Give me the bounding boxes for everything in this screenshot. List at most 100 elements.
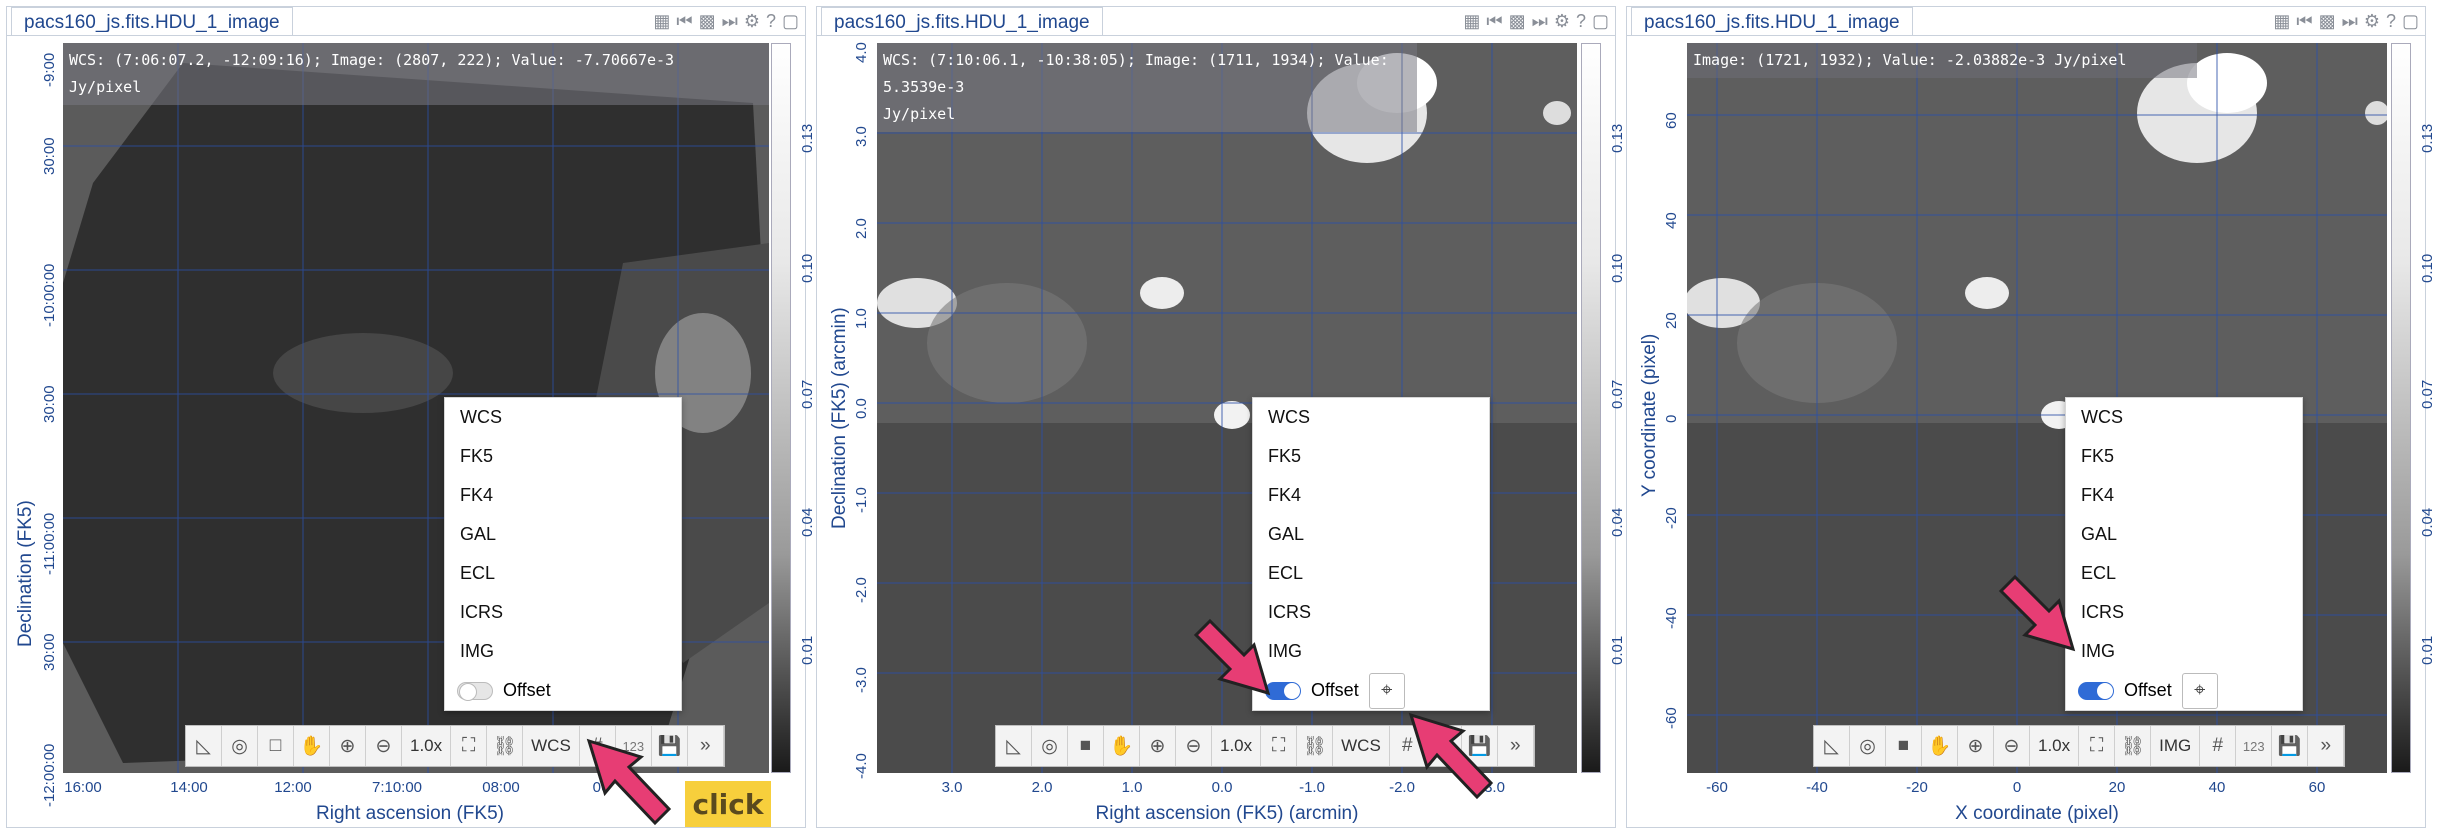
crosshair-icon[interactable]: ⌖	[1368, 672, 1405, 709]
grid-layout-icon[interactable]: ▦	[653, 10, 671, 31]
menu-item-fk5[interactable]: FK5	[1268, 446, 1302, 466]
menu-item-img[interactable]: IMG	[1268, 641, 1302, 661]
menu-item-fk5[interactable]: FK5	[460, 446, 494, 466]
gear-icon[interactable]: ⚙	[743, 10, 760, 31]
fit-icon[interactable]: ⛶	[2079, 726, 2116, 766]
gear-icon[interactable]: ⚙	[2363, 10, 2380, 31]
pan-hand-icon[interactable]: ✋	[294, 726, 330, 766]
coord-system-button[interactable]: IMG	[2151, 726, 2201, 766]
link-icon[interactable]: ⛓	[2115, 726, 2152, 766]
menu-item-ecl[interactable]: ECL	[460, 563, 496, 583]
menu-item-icrs[interactable]: ICRS	[460, 602, 504, 622]
x-tick: -2.0	[1389, 779, 1415, 796]
menu-item-gal[interactable]: GAL	[460, 524, 497, 544]
target-icon[interactable]: ◎	[1032, 726, 1068, 766]
panel-tab[interactable]: pacs160_js.fits.HDU_1_image	[1631, 7, 1913, 36]
pixel-value-button[interactable]: 123	[616, 726, 652, 766]
more-icon[interactable]: »	[1498, 726, 1534, 766]
colorbar-tick: 0.04	[2419, 507, 2436, 537]
stop-icon[interactable]: ■	[1886, 726, 1922, 766]
measure-icon[interactable]: ◺	[186, 726, 222, 766]
tiles-icon[interactable]: ▩	[698, 10, 716, 31]
panel-tab[interactable]: pacs160_js.fits.HDU_1_image	[821, 7, 1103, 36]
pan-hand-icon[interactable]: ✋	[1922, 726, 1958, 766]
zoom-level[interactable]: 1.0x	[2030, 726, 2080, 766]
y-tick: 30:00	[41, 385, 58, 423]
last-icon[interactable]: ⏭	[1531, 10, 1548, 31]
stop-icon[interactable]: ■	[1068, 726, 1104, 766]
offset-row: Offset	[445, 671, 681, 710]
menu-item-fk4[interactable]: FK4	[1268, 485, 1302, 505]
save-icon[interactable]: 💾	[1462, 726, 1498, 766]
last-icon[interactable]: ⏭	[2341, 10, 2358, 31]
zoom-in-icon[interactable]: ⊕	[330, 726, 366, 766]
menu-item-fk4[interactable]: FK4	[460, 485, 494, 505]
colorbar-tick: 0.07	[799, 379, 816, 409]
x-tick: 14:00	[170, 779, 208, 796]
coord-system-button[interactable]: WCS	[1333, 726, 1390, 766]
measure-icon[interactable]: ◺	[996, 726, 1032, 766]
last-icon[interactable]: ⏭	[721, 10, 738, 31]
crosshair-icon[interactable]: ⌖	[2181, 672, 2218, 709]
gear-icon[interactable]: ⚙	[1553, 10, 1570, 31]
colorbar-tick: 0.01	[2419, 635, 2436, 665]
tiles-icon[interactable]: ▩	[1508, 10, 1526, 31]
menu-item-gal[interactable]: GAL	[2081, 524, 2118, 544]
more-icon[interactable]: »	[688, 726, 724, 766]
zoom-level[interactable]: 1.0x	[1212, 726, 1262, 766]
menu-item-gal[interactable]: GAL	[1268, 524, 1305, 544]
menu-item-wcs[interactable]: WCS	[1268, 407, 1310, 427]
x-tick: 16:00	[64, 779, 102, 796]
menu-item-icrs[interactable]: ICRS	[2081, 602, 2125, 622]
colorbar	[771, 43, 791, 773]
maximize-icon[interactable]: ▢	[2401, 10, 2419, 31]
first-icon[interactable]: ⏮	[2296, 10, 2313, 31]
offset-toggle[interactable]	[2078, 681, 2114, 700]
menu-item-fk4[interactable]: FK4	[2081, 485, 2115, 505]
help-icon[interactable]: ?	[2385, 10, 2396, 31]
menu-item-img[interactable]: IMG	[2081, 641, 2115, 661]
menu-item-wcs[interactable]: WCS	[2081, 407, 2123, 427]
zoom-out-icon[interactable]: ⊖	[366, 726, 402, 766]
menu-item-wcs[interactable]: WCS	[460, 407, 502, 427]
menu-item-icrs[interactable]: ICRS	[1268, 602, 1312, 622]
zoom-out-icon[interactable]: ⊖	[1176, 726, 1212, 766]
save-icon[interactable]: 💾	[2272, 726, 2309, 766]
zoom-level[interactable]: 1.0x	[402, 726, 452, 766]
fit-icon[interactable]: ⛶	[1261, 726, 1298, 766]
pixel-value-button[interactable]: 123	[2236, 726, 2273, 766]
colorbar-tick: 0.04	[799, 507, 816, 537]
link-icon[interactable]: ⛓	[487, 726, 524, 766]
zoom-out-icon[interactable]: ⊖	[1994, 726, 2030, 766]
help-icon[interactable]: ?	[1575, 10, 1586, 31]
maximize-icon[interactable]: ▢	[781, 10, 799, 31]
offset-toggle[interactable]	[457, 681, 493, 701]
fit-icon[interactable]: ⛶	[451, 726, 488, 766]
menu-item-ecl[interactable]: ECL	[1268, 563, 1304, 583]
help-icon[interactable]: ?	[765, 10, 776, 31]
menu-item-fk5[interactable]: FK5	[2081, 446, 2115, 466]
first-icon[interactable]: ⏮	[676, 10, 693, 31]
target-icon[interactable]: ◎	[1850, 726, 1886, 766]
grid-icon[interactable]: #	[2200, 726, 2237, 766]
measure-icon[interactable]: ◺	[1814, 726, 1850, 766]
select-box-icon[interactable]: □	[258, 726, 294, 766]
offset-toggle[interactable]	[1265, 681, 1301, 700]
menu-item-img[interactable]: IMG	[460, 641, 494, 661]
target-icon[interactable]: ◎	[222, 726, 258, 766]
more-icon[interactable]: »	[2308, 726, 2345, 766]
coord-system-button[interactable]: WCS	[523, 726, 580, 766]
pan-hand-icon[interactable]: ✋	[1104, 726, 1140, 766]
first-icon[interactable]: ⏮	[1486, 10, 1503, 31]
link-icon[interactable]: ⛓	[1297, 726, 1334, 766]
tab-divider	[7, 35, 805, 36]
save-icon[interactable]: 💾	[652, 726, 688, 766]
panel-tab[interactable]: pacs160_js.fits.HDU_1_image	[11, 7, 293, 36]
menu-item-ecl[interactable]: ECL	[2081, 563, 2117, 583]
grid-layout-icon[interactable]: ▦	[2273, 10, 2291, 31]
zoom-in-icon[interactable]: ⊕	[1140, 726, 1176, 766]
maximize-icon[interactable]: ▢	[1591, 10, 1609, 31]
tiles-icon[interactable]: ▩	[2318, 10, 2336, 31]
zoom-in-icon[interactable]: ⊕	[1958, 726, 1994, 766]
grid-layout-icon[interactable]: ▦	[1463, 10, 1481, 31]
